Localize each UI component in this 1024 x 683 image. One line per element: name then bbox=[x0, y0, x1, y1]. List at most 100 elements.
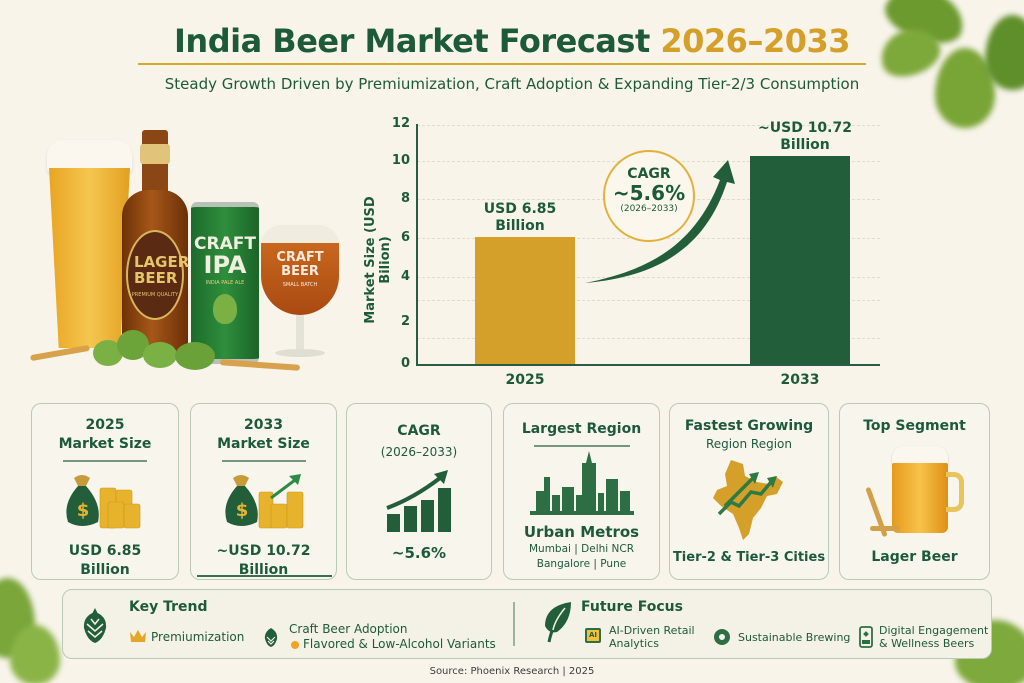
glass-label-2: BEER bbox=[281, 264, 319, 279]
lager-bottle-icon: LAGER BEER PREMIUM QUALITY bbox=[120, 130, 190, 355]
card-fastest-growing-region: Fastest Growing Region Region Tier-2 & T… bbox=[669, 403, 829, 580]
card-value: ~5.6% bbox=[391, 544, 447, 562]
gridline bbox=[417, 300, 880, 301]
card-title-year: 2033 bbox=[244, 417, 283, 433]
y-tick-10: 10 bbox=[391, 153, 410, 168]
card-divider bbox=[533, 445, 630, 447]
card-title: Fastest Growing bbox=[684, 418, 814, 434]
focus-item-ai-retail: AI-Driven Retail Analytics bbox=[609, 624, 695, 650]
future-focus-heading: Future Focus bbox=[581, 599, 683, 615]
trend-item-craft-beer: Craft Beer Adoption bbox=[289, 622, 408, 636]
card-underline bbox=[197, 575, 332, 577]
hop-sustainable-icon bbox=[714, 629, 730, 645]
card-value: Lager Beer bbox=[871, 549, 958, 565]
crown-icon bbox=[130, 630, 146, 642]
india-map-growth-icon bbox=[713, 460, 783, 540]
title-main: India Beer Market Forecast bbox=[174, 22, 650, 60]
card-value-unit: Billion bbox=[80, 562, 130, 578]
bar-label-unit: Billion bbox=[495, 218, 545, 234]
y-tick-12: 12 bbox=[391, 116, 410, 131]
gridline bbox=[417, 338, 880, 339]
hop-cone-icon bbox=[213, 294, 237, 324]
trend-item-flavored-low-alcohol: Flavored & Low-Alcohol Variants bbox=[303, 637, 496, 651]
card-top-segment: Top Segment Lager Beer bbox=[839, 403, 990, 580]
cagr-period: (2026–2033) bbox=[620, 204, 678, 214]
pint-glass-icon bbox=[47, 140, 132, 355]
focus-item-ai-retail-line2: Analytics bbox=[609, 637, 659, 650]
focus-item-digital-wellness: Digital Engagement & Wellness Beers bbox=[879, 624, 988, 650]
money-bag-coins-growth-icon: $ bbox=[224, 474, 303, 529]
bar-label-unit: Billion bbox=[780, 137, 830, 153]
y-tick-0: 0 bbox=[400, 356, 410, 371]
x-tick-2033: 2033 bbox=[780, 372, 820, 388]
card-title: CAGR bbox=[397, 423, 441, 439]
bar-2025 bbox=[475, 237, 575, 365]
key-trend-heading: Key Trend bbox=[129, 599, 208, 615]
card-value-unit: Billion bbox=[238, 562, 289, 578]
growth-bar-chart-icon bbox=[386, 470, 451, 532]
card-title-year: 2025 bbox=[85, 417, 125, 433]
trends-panel: Key Trend Premiumization Craft Beer Adop… bbox=[62, 589, 992, 659]
y-tick-2: 2 bbox=[400, 314, 410, 329]
market-size-bar-chart: Market Size (USD Bilion) 12 10 8 6 4 2 0… bbox=[360, 110, 880, 400]
card-title: Top Segment bbox=[863, 418, 966, 434]
card-value: ~USD 10.72 bbox=[216, 543, 311, 559]
growth-arrow-icon bbox=[585, 160, 735, 283]
money-bag-coins-icon: $ bbox=[66, 475, 141, 529]
ai-chip-icon: AI bbox=[585, 628, 601, 643]
cagr-label: CAGR bbox=[627, 166, 671, 182]
beer-mug-icon bbox=[864, 446, 964, 542]
panel-divider bbox=[513, 602, 515, 646]
card-subtext-2: Bangalore | Pune bbox=[536, 558, 627, 570]
card-divider bbox=[221, 460, 306, 462]
card-value: Tier-2 & Tier-3 Cities bbox=[672, 550, 826, 565]
hop-cone-icon bbox=[83, 608, 107, 643]
glass-label-1: CRAFT bbox=[276, 250, 324, 265]
gridline bbox=[417, 125, 880, 126]
card-title: Market Size bbox=[217, 436, 310, 452]
card-title: Largest Region bbox=[521, 421, 642, 437]
craft-ipa-can-icon: CRAFT IPA INDIA PALE ALE bbox=[191, 202, 259, 364]
title-years: 2026–2033 bbox=[660, 22, 850, 60]
gridline bbox=[417, 277, 880, 278]
card-value: Urban Metros bbox=[523, 523, 640, 541]
mobile-app-icon bbox=[859, 626, 873, 648]
x-tick-2025: 2025 bbox=[505, 372, 545, 388]
card-2025-market-size: 2025 Market Size $ USD 6.85 Billion bbox=[31, 403, 179, 580]
bar-label-2033: ~USD 10.72 Billion bbox=[740, 120, 870, 154]
focus-item-digital-line1: Digital Engagement bbox=[879, 624, 989, 637]
trend-item-premiumization: Premiumization bbox=[151, 630, 245, 644]
bottle-label: LAGER BEER bbox=[134, 253, 190, 287]
craft-beer-glass-icon: CRAFT BEER SMALL BATCH bbox=[261, 225, 339, 365]
svg-text:$: $ bbox=[235, 500, 248, 521]
card-cagr: CAGR (2026–2033) ~5.6% bbox=[346, 403, 492, 580]
focus-item-sustainable-brewing: Sustainable Brewing bbox=[738, 631, 851, 644]
city-skyline-icon bbox=[529, 451, 634, 515]
card-title: Market Size bbox=[58, 436, 152, 452]
glass-sublabel: SMALL BATCH bbox=[282, 282, 318, 288]
card-subtext-1: Mumbai | Delhi NCR bbox=[528, 543, 635, 555]
can-sublabel: INDIA PALE ALE bbox=[205, 280, 245, 286]
card-subtitle: Region Region bbox=[706, 437, 792, 451]
source-footnote: Source: Phoenix Research | 2025 bbox=[429, 666, 595, 677]
card-subtitle: (2026–2033) bbox=[380, 445, 458, 459]
x-axis bbox=[416, 364, 880, 366]
card-2033-market-size: 2033 Market Size $ ~USD 10.72 Billion bbox=[190, 403, 337, 580]
bar-label-value: USD 6.85 bbox=[483, 201, 557, 217]
card-divider bbox=[63, 460, 147, 462]
orange-dot-icon bbox=[291, 641, 299, 649]
y-axis bbox=[416, 124, 418, 365]
card-value: USD 6.85 bbox=[68, 543, 142, 559]
page-title: India Beer Market Forecast 2026–2033 bbox=[0, 22, 1024, 60]
y-tick-6: 6 bbox=[400, 230, 410, 245]
bottle-sublabel: PREMIUM QUALITY bbox=[131, 292, 179, 298]
can-label-1: CRAFT bbox=[194, 234, 256, 254]
cagr-value: ~5.6% bbox=[612, 181, 686, 205]
bar-label-2025: USD 6.85 Billion bbox=[460, 201, 580, 235]
bar-2033 bbox=[750, 156, 850, 365]
leaf-icon bbox=[545, 602, 571, 643]
svg-text:$: $ bbox=[77, 500, 90, 521]
title-divider bbox=[138, 63, 866, 65]
y-tick-4: 4 bbox=[400, 269, 410, 284]
focus-item-ai-retail-line1: AI-Driven Retail bbox=[609, 624, 695, 637]
